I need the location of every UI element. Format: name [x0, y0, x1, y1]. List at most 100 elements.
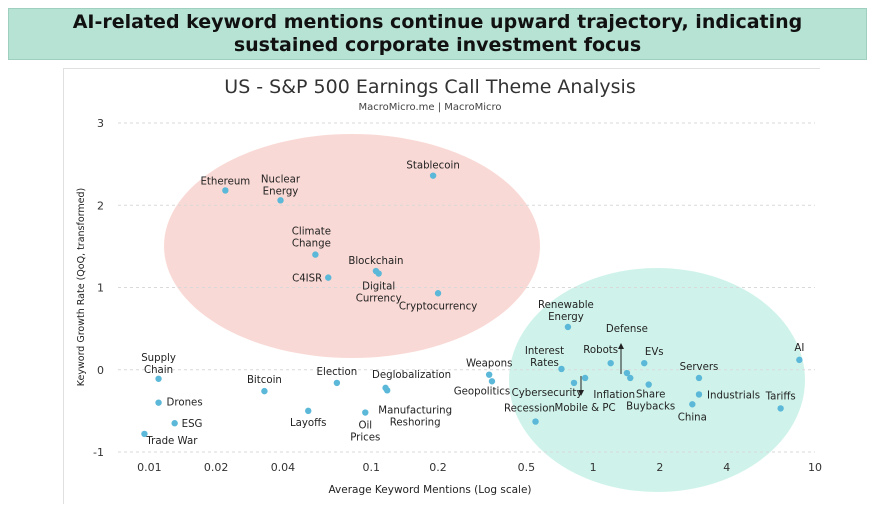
y-axis-label: Keyword Growth Rate (QoQ, transformed) — [76, 188, 87, 386]
point-layoffs — [305, 407, 312, 415]
point-cybersecurity — [570, 379, 578, 387]
y-tick-label: 0 — [97, 364, 104, 377]
point-ai — [796, 356, 803, 364]
point-robots — [607, 359, 614, 367]
point-geopolitics — [488, 378, 496, 385]
label-ai: AI — [794, 343, 804, 354]
label-nuclear-energy: Nuclear Energy — [261, 174, 301, 197]
point-oil-prices — [362, 409, 369, 416]
point-share-buybacks — [645, 381, 652, 388]
label-interest-rates: Interest Rates — [525, 346, 564, 369]
label-evs: EVs — [645, 347, 664, 358]
mobile-pc-arrowhead — [578, 390, 584, 396]
cluster-ellipses — [164, 134, 805, 492]
label-stablecoin: Stablecoin — [406, 161, 459, 172]
point-defense — [623, 369, 631, 377]
point-trade-war — [141, 430, 148, 438]
point-weapons — [485, 371, 493, 378]
x-tick-label: 0.5 — [518, 461, 536, 474]
label-servers: Servers — [680, 362, 719, 373]
x-tick-label: 0.02 — [204, 461, 229, 474]
chart-subtitle: MacroMicro.me | MacroMicro — [359, 102, 502, 113]
x-tick-label: 0.2 — [429, 461, 447, 474]
point-election — [333, 379, 341, 387]
label-mobile-and-pc: Mobile & PC — [555, 403, 616, 414]
data-points — [141, 172, 803, 438]
ai-cluster-ellipse — [509, 268, 805, 492]
label-share-buybacks: Share Buybacks — [626, 390, 675, 413]
point-tariffs — [777, 405, 784, 412]
label-esg: ESG — [182, 419, 203, 430]
label-supply-chain: Supply Chain — [141, 353, 176, 376]
x-tick-label: 0.1 — [362, 461, 380, 474]
chart-frame — [63, 68, 820, 504]
label-trade-war: Trade War — [145, 436, 198, 447]
label-tariffs: Tariffs — [765, 391, 796, 402]
point-bitcoin — [261, 387, 268, 395]
point-recession — [532, 418, 539, 425]
x-tick-label: 1 — [590, 461, 597, 474]
label-bitcoin: Bitcoin — [247, 375, 282, 386]
x-tick-label: 10 — [808, 461, 822, 474]
grid-lines — [118, 122, 815, 453]
headline-banner: AI-related keyword mentions continue upw… — [8, 8, 867, 60]
point-drones — [155, 399, 162, 406]
point-cryptocurrency — [434, 290, 442, 297]
x-tick-label: 2 — [656, 461, 663, 474]
label-election: Election — [317, 367, 358, 378]
label-ethereum: Ethereum — [200, 176, 250, 187]
x-axis-ticks: 0.01 0.02 0.04 0.1 0.2 0.5 1 2 4 10 — [137, 461, 822, 474]
point-industrials — [695, 391, 703, 398]
label-weapons: Weapons — [466, 359, 512, 370]
crypto-cluster-ellipse — [164, 134, 540, 358]
label-robots: Robots — [583, 345, 618, 356]
y-tick-label: 1 — [97, 282, 104, 295]
y-tick-label: 3 — [97, 117, 104, 130]
defense-arrowhead — [618, 343, 624, 349]
label-china: China — [678, 412, 707, 423]
y-axis-ticks: -1 0 1 2 3 — [93, 117, 104, 459]
point-nuclear-energy — [277, 197, 284, 204]
point-manufacturing-reshoring — [383, 387, 391, 394]
x-axis-label: Average Keyword Mentions (Log scale) — [328, 484, 531, 496]
annotation-arrows — [578, 343, 624, 396]
point-china — [689, 401, 696, 408]
label-layoffs: Layoffs — [290, 418, 327, 429]
x-tick-label: 4 — [723, 461, 730, 474]
x-tick-label: 0.04 — [271, 461, 296, 474]
point-c4isr — [325, 274, 332, 281]
point-mobile-and-pc — [581, 374, 589, 382]
label-drones: Drones — [167, 398, 203, 409]
label-inflation: Inflation — [593, 390, 635, 401]
point-stablecoin — [429, 172, 437, 179]
label-geopolitics: Geopolitics — [454, 386, 511, 397]
label-cryptocurrency: Cryptocurrency — [399, 301, 477, 312]
label-manufacturing-reshoring: Manufacturing Reshoring — [378, 405, 452, 428]
point-servers — [695, 374, 703, 382]
label-digital-currency: Digital Currency — [356, 282, 402, 305]
label-industrials: Industrials — [707, 390, 760, 401]
point-labels: Ethereum Nuclear Energy Stablecoin Climate Ch… — [141, 161, 804, 447]
label-recession: Recession — [504, 404, 555, 415]
label-oil-prices: Oil Prices — [350, 421, 380, 444]
label-climate-change: Climate Change — [292, 227, 331, 250]
point-renewable-energy — [564, 323, 572, 331]
headline-text: AI-related keyword mentions continue upw… — [72, 11, 803, 56]
label-defense: Defense — [606, 324, 648, 335]
label-deglobalization: Deglobalization — [372, 370, 451, 381]
y-tick-label: -1 — [93, 446, 104, 459]
point-climate-change — [312, 251, 319, 258]
point-evs — [641, 359, 648, 367]
point-supply-chain — [155, 375, 162, 382]
point-interest-rates — [558, 365, 565, 373]
point-ethereum — [222, 187, 229, 194]
point-digital-currency — [375, 270, 382, 277]
chart-title: US - S&P 500 Earnings Call Theme Analysi… — [224, 76, 635, 98]
label-cybersecurity: Cybersecurity — [512, 388, 583, 399]
x-tick-label: 0.01 — [137, 461, 162, 474]
y-tick-label: 2 — [97, 199, 104, 212]
label-blockchain: Blockchain — [348, 256, 403, 267]
point-inflation — [627, 374, 634, 382]
label-renewable-energy: Renewable Energy — [538, 300, 594, 323]
